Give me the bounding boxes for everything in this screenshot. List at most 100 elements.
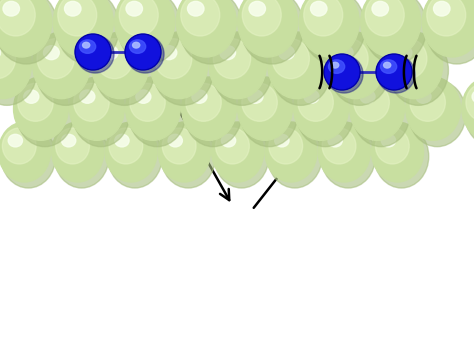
Ellipse shape: [70, 77, 124, 140]
Ellipse shape: [158, 122, 210, 182]
Ellipse shape: [8, 134, 22, 147]
Ellipse shape: [302, 0, 365, 64]
Ellipse shape: [221, 134, 236, 147]
Ellipse shape: [331, 62, 339, 68]
Ellipse shape: [192, 90, 207, 103]
Ellipse shape: [268, 32, 325, 99]
Ellipse shape: [133, 42, 140, 48]
Ellipse shape: [181, 0, 220, 36]
Ellipse shape: [58, 0, 97, 36]
Ellipse shape: [75, 34, 111, 70]
Ellipse shape: [109, 128, 143, 164]
Ellipse shape: [310, 1, 327, 16]
Ellipse shape: [150, 32, 208, 99]
Ellipse shape: [396, 46, 412, 60]
Ellipse shape: [328, 60, 345, 73]
Ellipse shape: [37, 39, 74, 79]
Ellipse shape: [16, 80, 73, 147]
Ellipse shape: [422, 0, 474, 57]
Ellipse shape: [102, 46, 118, 60]
Ellipse shape: [304, 0, 343, 36]
Ellipse shape: [434, 1, 450, 16]
Ellipse shape: [80, 40, 96, 53]
Ellipse shape: [161, 125, 216, 188]
Ellipse shape: [238, 0, 298, 57]
Ellipse shape: [176, 0, 236, 57]
Ellipse shape: [406, 77, 460, 140]
Ellipse shape: [209, 32, 266, 99]
Ellipse shape: [325, 56, 359, 88]
Ellipse shape: [214, 125, 269, 188]
Ellipse shape: [115, 0, 175, 57]
Ellipse shape: [18, 83, 53, 121]
Ellipse shape: [377, 56, 410, 88]
Ellipse shape: [73, 83, 109, 121]
Ellipse shape: [182, 77, 237, 140]
Ellipse shape: [360, 90, 375, 103]
Ellipse shape: [188, 1, 204, 16]
Ellipse shape: [126, 77, 180, 140]
Ellipse shape: [212, 35, 272, 105]
Ellipse shape: [130, 83, 165, 121]
Ellipse shape: [127, 35, 160, 69]
Ellipse shape: [216, 128, 249, 164]
Ellipse shape: [381, 134, 396, 147]
Ellipse shape: [119, 0, 158, 36]
Ellipse shape: [125, 34, 161, 70]
Ellipse shape: [82, 42, 90, 48]
Ellipse shape: [361, 0, 421, 57]
Ellipse shape: [184, 80, 242, 147]
Ellipse shape: [325, 55, 363, 93]
Ellipse shape: [36, 35, 96, 105]
Ellipse shape: [168, 134, 182, 147]
Ellipse shape: [136, 90, 151, 103]
Ellipse shape: [353, 80, 410, 147]
Ellipse shape: [271, 35, 331, 105]
Ellipse shape: [304, 90, 319, 103]
Ellipse shape: [337, 46, 353, 60]
Ellipse shape: [296, 80, 354, 147]
Ellipse shape: [298, 83, 333, 121]
Ellipse shape: [425, 0, 474, 64]
Ellipse shape: [390, 39, 427, 79]
Ellipse shape: [376, 54, 412, 90]
Ellipse shape: [275, 134, 289, 147]
Ellipse shape: [161, 46, 177, 60]
Ellipse shape: [248, 90, 263, 103]
Ellipse shape: [53, 0, 113, 57]
Ellipse shape: [0, 0, 35, 36]
Ellipse shape: [294, 77, 348, 140]
Ellipse shape: [24, 90, 39, 103]
Ellipse shape: [55, 128, 90, 164]
Ellipse shape: [73, 80, 130, 147]
Ellipse shape: [76, 35, 114, 73]
Ellipse shape: [350, 77, 404, 140]
Ellipse shape: [94, 35, 155, 105]
Ellipse shape: [14, 77, 68, 140]
Ellipse shape: [108, 125, 162, 188]
Ellipse shape: [372, 1, 389, 16]
Ellipse shape: [241, 0, 304, 64]
Ellipse shape: [56, 0, 119, 64]
Ellipse shape: [321, 125, 375, 188]
Ellipse shape: [327, 32, 384, 99]
Ellipse shape: [385, 32, 443, 99]
Ellipse shape: [265, 122, 317, 182]
Ellipse shape: [242, 83, 277, 121]
Ellipse shape: [0, 35, 37, 105]
Ellipse shape: [237, 77, 292, 140]
Ellipse shape: [80, 90, 95, 103]
Ellipse shape: [472, 90, 474, 103]
Ellipse shape: [465, 80, 474, 147]
Ellipse shape: [186, 83, 221, 121]
Ellipse shape: [96, 39, 133, 79]
Ellipse shape: [374, 125, 429, 188]
Ellipse shape: [249, 1, 265, 16]
Ellipse shape: [299, 0, 359, 57]
Ellipse shape: [466, 83, 474, 121]
Ellipse shape: [381, 60, 397, 73]
Ellipse shape: [377, 55, 415, 93]
Ellipse shape: [375, 128, 409, 164]
Ellipse shape: [324, 54, 360, 90]
Ellipse shape: [318, 122, 370, 182]
